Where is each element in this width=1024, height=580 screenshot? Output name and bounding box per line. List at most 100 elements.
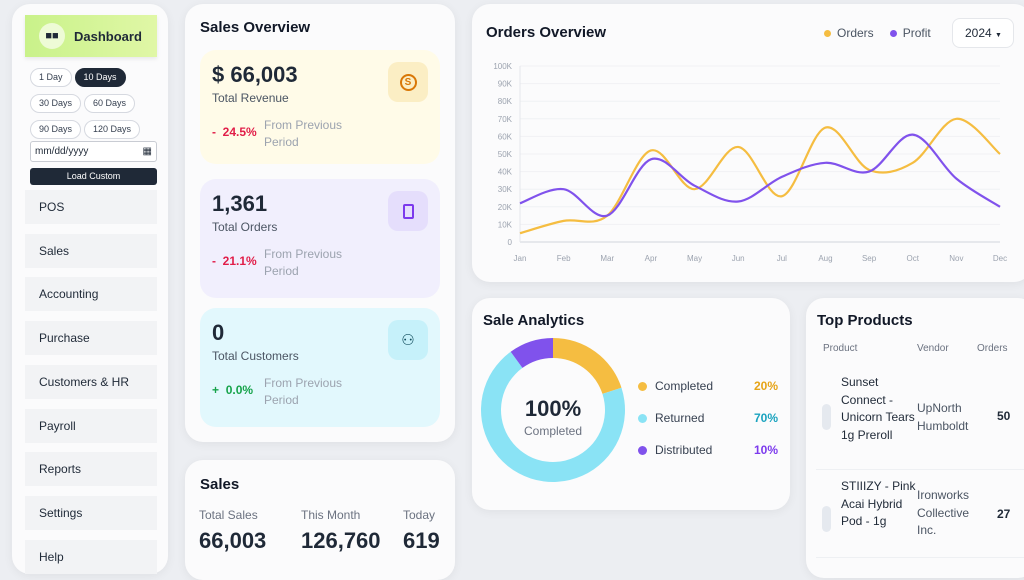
top-products-card: Top Products Product Vendor Orders Sunse… <box>806 298 1024 578</box>
legend-label: Distributed <box>655 443 712 457</box>
y-tick-label: 60K <box>498 132 513 141</box>
change-sign: + <box>212 383 219 397</box>
x-tick-label: Jun <box>732 254 745 263</box>
sales-metric: This Month 126,760 <box>301 508 381 554</box>
y-tick-label: 20K <box>498 203 513 212</box>
donut-center-value: 100% <box>492 396 614 422</box>
sale-analytics-card: Sale Analytics 100% Completed Completed 2… <box>472 298 790 510</box>
y-tick-label: 80K <box>498 97 513 106</box>
y-tick-label: 90K <box>498 80 513 89</box>
sales-overview-title: Sales Overview <box>200 19 310 36</box>
x-tick-label: Sep <box>862 254 877 263</box>
sidebar-item[interactable]: Sales <box>25 234 157 268</box>
x-tick-label: Feb <box>557 254 571 263</box>
range-1-day[interactable]: 1 Day <box>30 68 72 87</box>
grid-icon: ■■ <box>39 23 65 49</box>
x-tick-label: Nov <box>949 254 963 263</box>
y-tick-label: 50K <box>498 150 513 159</box>
sidebar-item[interactable]: Purchase <box>25 321 157 355</box>
sidebar-item[interactable]: Accounting <box>25 277 157 311</box>
user-icon: ⚇ <box>388 320 428 360</box>
metric-value: 126,760 <box>301 528 381 554</box>
product-row[interactable]: Sunset Connect - Unicorn Tears 1g Prerol… <box>816 366 1024 470</box>
stat-change: + 0.0% <box>212 375 264 409</box>
stat-change: - 21.1% <box>212 246 264 280</box>
x-tick-label: Dec <box>993 254 1007 263</box>
metric-label: Today <box>403 508 440 522</box>
stat-card: 1,361 Total Orders - 21.1%From Previous … <box>200 179 440 298</box>
sidebar-item[interactable]: Reports <box>25 452 157 486</box>
metric-label: This Month <box>301 508 381 522</box>
y-tick-label: 100K <box>493 62 512 71</box>
change-note: From Previous Period <box>264 375 354 409</box>
stat-card: 0 Total Customers + 0.0%From Previous Pe… <box>200 308 440 427</box>
y-tick-label: 0 <box>508 238 513 247</box>
load-custom-button[interactable]: Load Custom <box>30 168 157 185</box>
y-tick-label: 40K <box>498 168 513 177</box>
product-thumbnail <box>822 506 831 532</box>
x-tick-label: May <box>687 254 702 263</box>
range-10-days[interactable]: 10 Days <box>75 68 126 87</box>
y-tick-label: 10K <box>498 220 513 229</box>
range-90-days[interactable]: 90 Days <box>30 120 81 139</box>
product-name: STIIIZY - Pink Acai Hybrid Pod - 1g <box>841 478 921 531</box>
calendar-icon[interactable]: ▦ <box>143 146 152 157</box>
sales-title: Sales <box>200 476 239 493</box>
donut-center: 100% Completed <box>492 396 614 438</box>
dollar-icon: S <box>388 62 428 102</box>
product-vendor: UpNorth Humboldt <box>917 400 979 435</box>
stat-card: $ 66,003 Total Revenue - 24.5%From Previ… <box>200 50 440 164</box>
legend-label: Completed <box>655 379 713 393</box>
sales-metric: Today 619 <box>403 508 440 554</box>
sales-overview-card: Sales Overview $ 66,003 Total Revenue - … <box>185 4 455 442</box>
date-placeholder: mm/dd/yyyy <box>35 146 88 157</box>
stat-change: - 24.5% <box>212 117 264 151</box>
x-tick-label: Oct <box>907 254 920 263</box>
sidebar-item[interactable]: Customers & HR <box>25 365 157 399</box>
change-sign: - <box>212 125 216 139</box>
range-120-days[interactable]: 120 Days <box>84 120 140 139</box>
header-product: Product <box>823 343 857 354</box>
metric-label: Total Sales <box>199 508 266 522</box>
change-value: 0.0% <box>226 383 253 397</box>
legend-label: Returned <box>655 411 704 425</box>
clipboard-icon <box>388 191 428 231</box>
x-tick-label: Jul <box>777 254 787 263</box>
analytics-legend-item: Completed 20% <box>638 379 778 393</box>
product-thumbnail <box>822 404 831 430</box>
legend-pct: 20% <box>754 379 778 393</box>
top-products-title: Top Products <box>817 312 913 329</box>
sidebar-item[interactable]: Payroll <box>25 409 157 443</box>
change-note: From Previous Period <box>264 246 354 280</box>
date-input[interactable]: mm/dd/yyyy ▦ <box>30 141 157 162</box>
product-orders: 50 <box>997 409 1010 423</box>
sale-analytics-title: Sale Analytics <box>483 312 584 329</box>
range-30-days[interactable]: 30 Days <box>30 94 81 113</box>
legend-dot-icon <box>638 446 647 455</box>
analytics-legend-item: Distributed 10% <box>638 443 778 457</box>
product-vendor: Ironworks Collective Inc. <box>917 487 979 540</box>
metric-value: 619 <box>403 528 440 554</box>
change-value: 21.1% <box>223 254 257 268</box>
change-note: From Previous Period <box>264 117 354 151</box>
x-tick-label: Apr <box>645 254 658 263</box>
product-name: Sunset Connect - Unicorn Tears 1g Prerol… <box>841 374 921 444</box>
donut-slice-completed <box>553 338 621 394</box>
header-vendor: Vendor <box>917 343 949 354</box>
legend-pct: 10% <box>754 443 778 457</box>
range-60-days[interactable]: 60 Days <box>84 94 135 113</box>
y-tick-label: 30K <box>498 185 513 194</box>
sidebar-item[interactable]: Settings <box>25 496 157 530</box>
dashboard-button[interactable]: ■■Dashboard <box>25 15 157 57</box>
sidebar-item[interactable]: Help <box>25 540 157 574</box>
x-tick-label: Jan <box>514 254 527 263</box>
sidebar-item[interactable]: POS <box>25 190 157 224</box>
x-tick-label: Aug <box>818 254 832 263</box>
legend-dot-icon <box>638 414 647 423</box>
